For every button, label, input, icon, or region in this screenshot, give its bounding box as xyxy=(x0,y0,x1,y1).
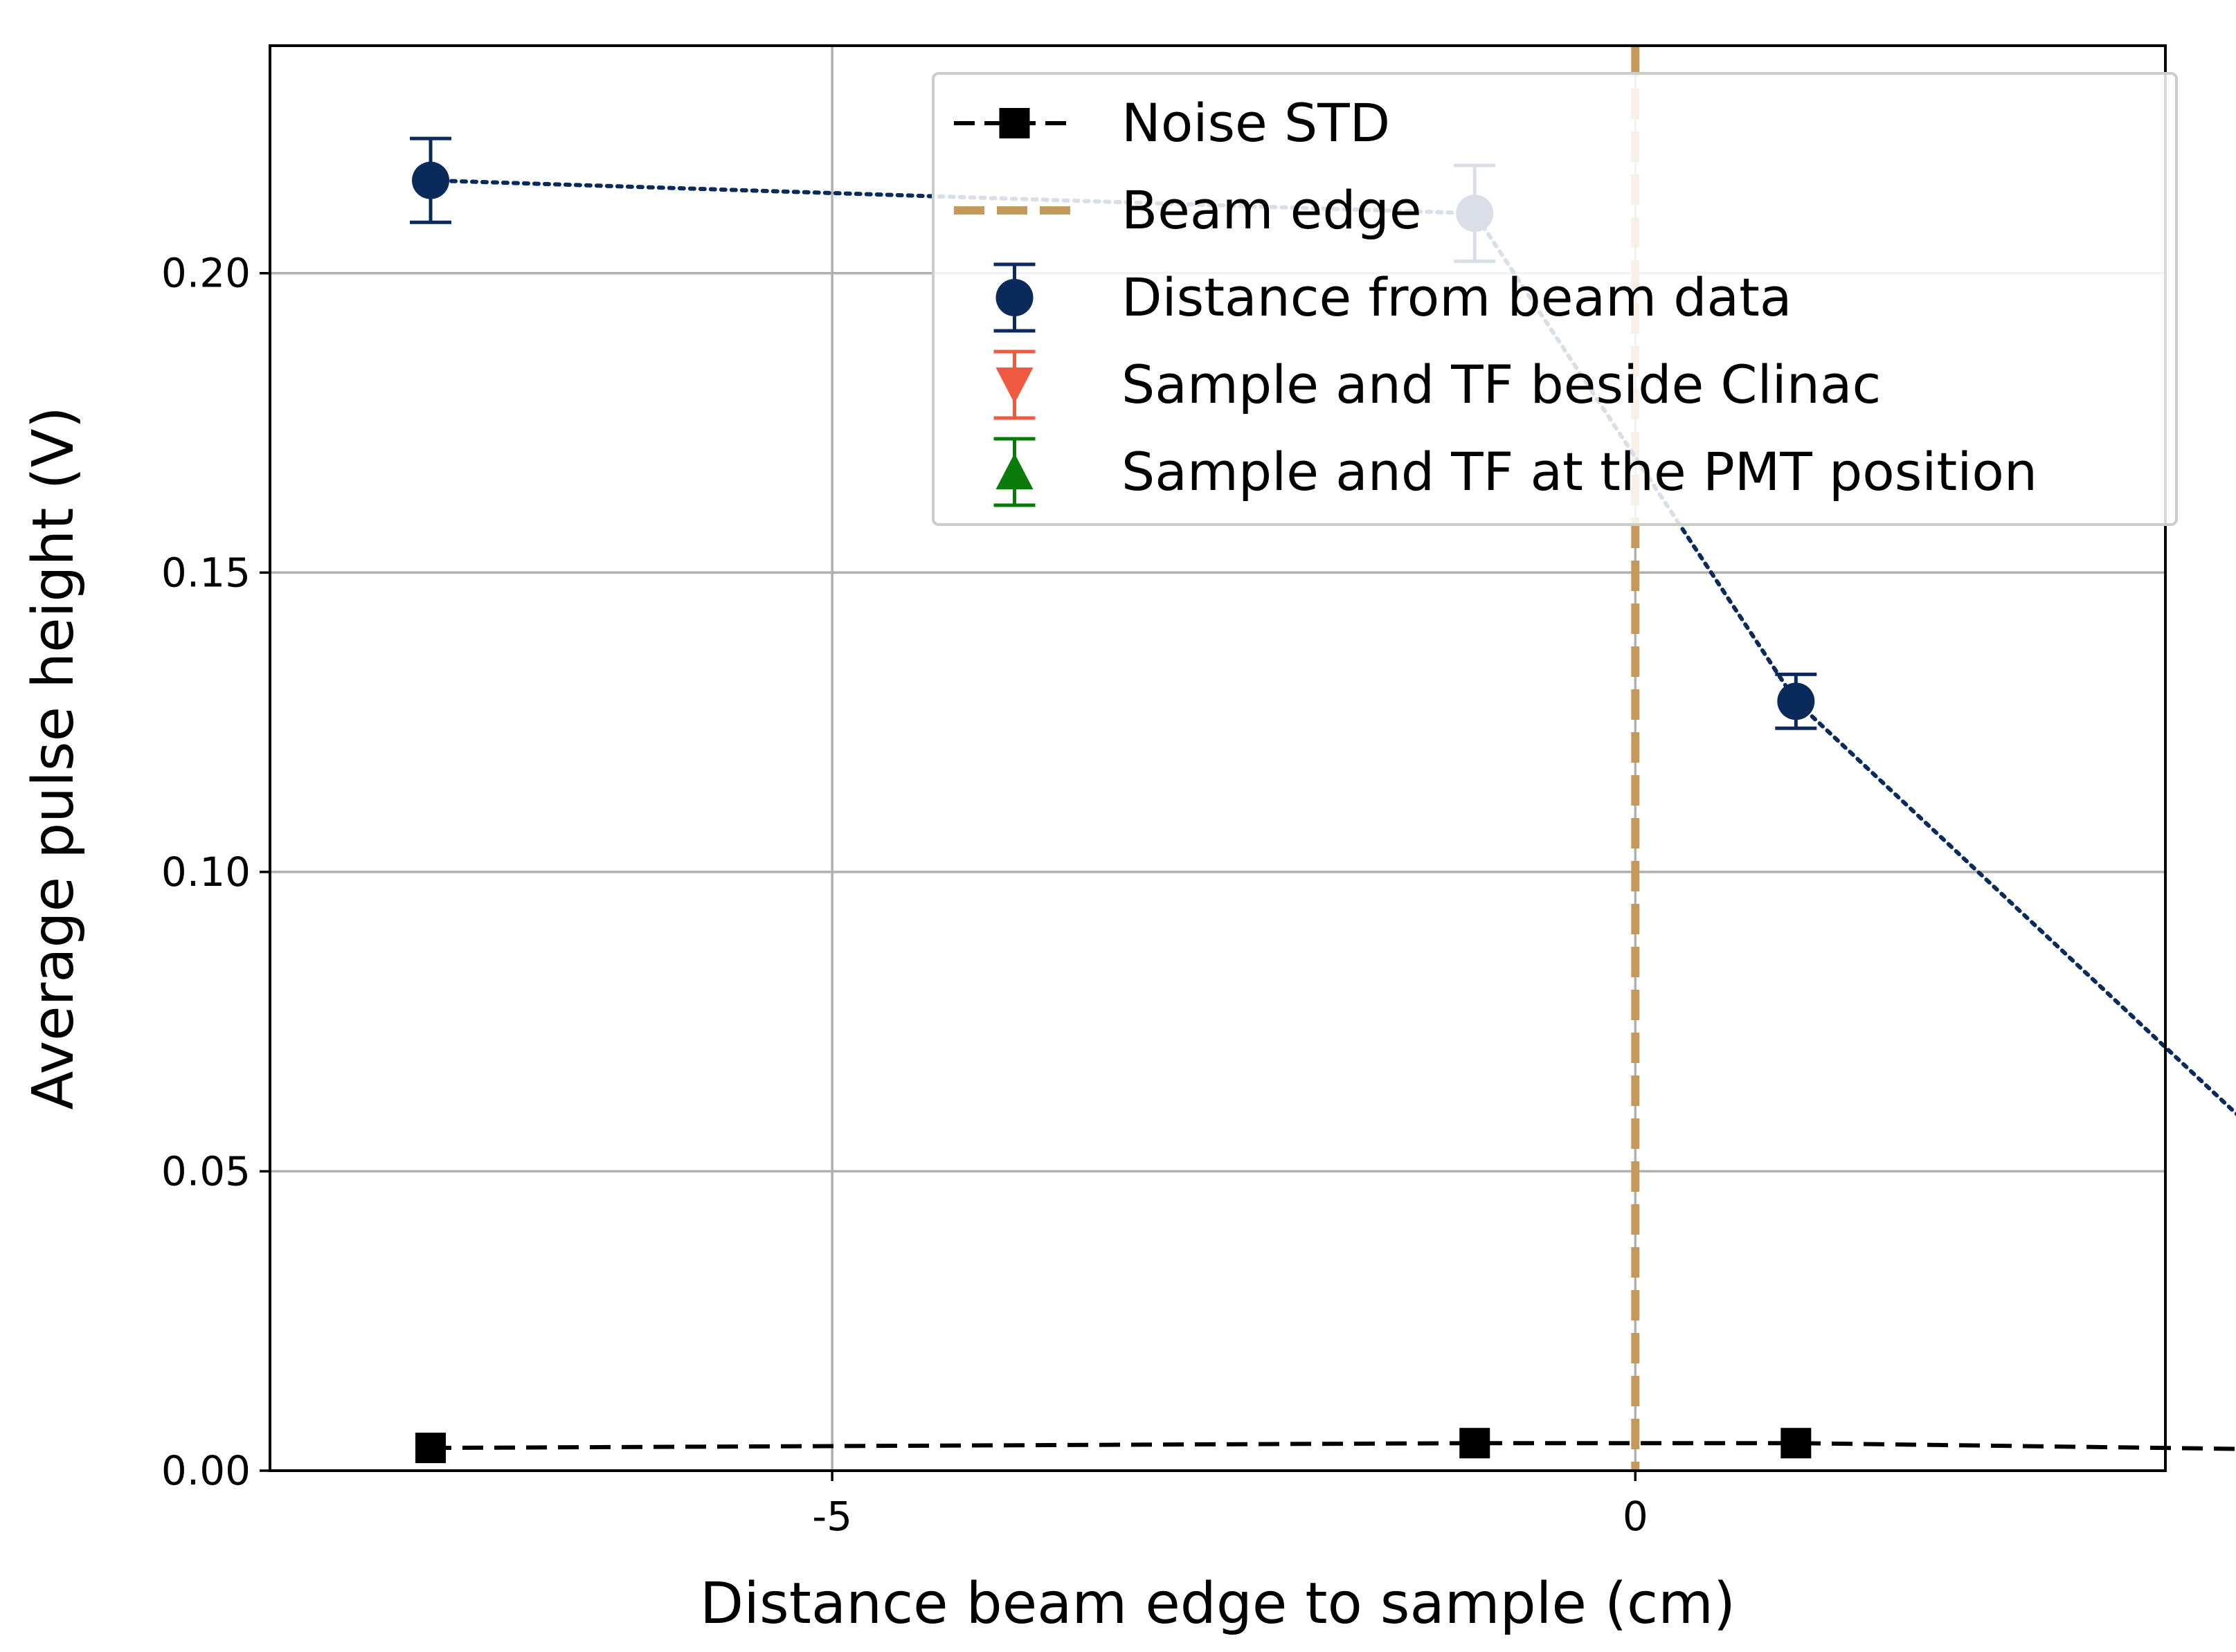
y-tick-label: 0.20 xyxy=(161,250,251,297)
series-noise-std xyxy=(415,1428,1812,1464)
plot-frame xyxy=(269,44,2167,1472)
data-point xyxy=(415,1433,447,1464)
y-tick-label: 0.15 xyxy=(161,549,251,596)
legend-label: Distance from beam data xyxy=(1121,266,1792,328)
legend-entry: Sample and TF at the PMT position xyxy=(993,437,2037,507)
legend-box xyxy=(932,72,2178,526)
legend-label: Sample and TF at the PMT position xyxy=(1121,441,2037,502)
legend-entry: Sample and TF beside Clinac xyxy=(993,350,1881,420)
legend-entry: Beam edge xyxy=(954,179,1422,241)
series-line-noise-std xyxy=(431,1441,2236,1451)
x-axis-label: Distance beam edge to sample (cm) xyxy=(700,1571,1735,1637)
legend-entry: Noise STD xyxy=(954,92,1390,154)
legend-handle-marker xyxy=(995,367,1034,403)
y-tick-label: 0.10 xyxy=(161,848,251,896)
ticks: -505101003000.000.050.100.150.20 xyxy=(161,250,1648,1540)
series-line-group xyxy=(431,1441,2236,1451)
data-point xyxy=(1777,682,1815,720)
legend-handle-marker xyxy=(995,453,1034,489)
legend-label: Beam edge xyxy=(1121,179,1422,241)
y-tick-label: 0.00 xyxy=(161,1447,251,1494)
data-point xyxy=(1459,1428,1490,1459)
y-axis-label: Average pulse height (V) xyxy=(21,406,87,1109)
data-point xyxy=(412,161,450,199)
legend: Noise STD Beam edge Distance from beam dat… xyxy=(932,72,2178,526)
legend-handle-marker xyxy=(995,279,1034,316)
x-tick-label: 0 xyxy=(1623,1493,1648,1540)
legend-entry: Distance from beam data xyxy=(993,262,1792,333)
data-point xyxy=(1780,1428,1812,1459)
y-tick-label: 0.05 xyxy=(161,1147,251,1195)
legend-label: Sample and TF beside Clinac xyxy=(1121,354,1881,415)
legend-label: Noise STD xyxy=(1121,92,1390,154)
legend-handle-marker xyxy=(999,108,1030,138)
x-tick-label: -5 xyxy=(812,1493,852,1540)
